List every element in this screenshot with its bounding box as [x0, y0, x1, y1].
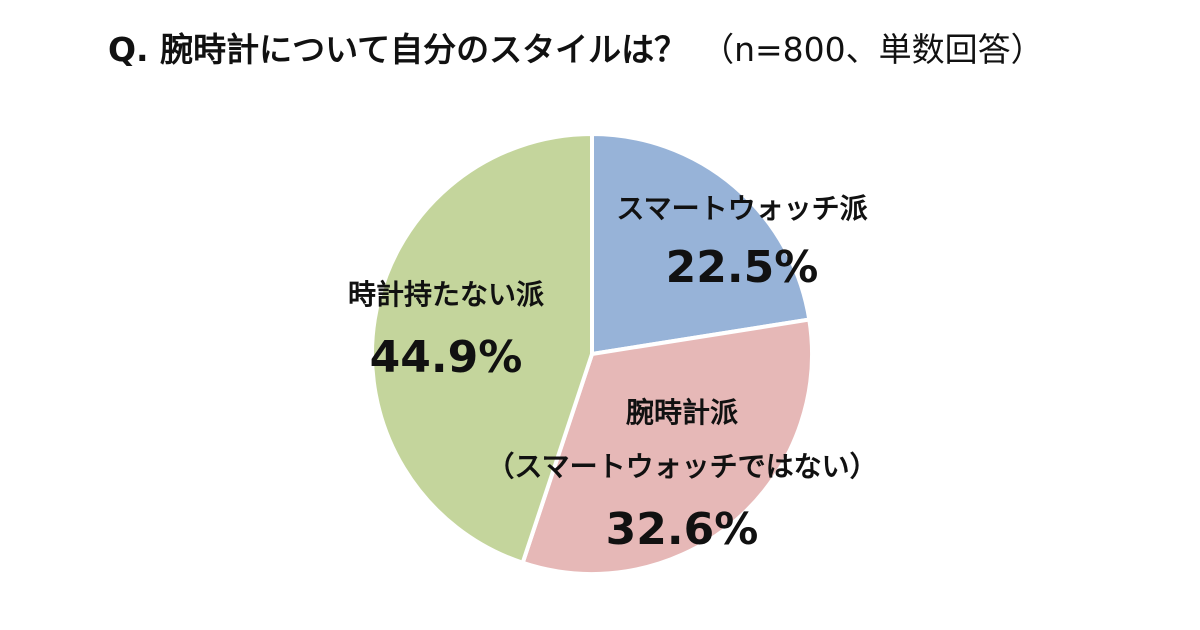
slice-label-wristwatch: 腕時計派 — [626, 396, 738, 429]
pie-slice-smartwatch — [590, 131, 812, 357]
pie-slice-none — [370, 131, 594, 566]
slice-label-smartwatch: スマートウォッチ派 — [616, 192, 867, 225]
pie-labels: スマートウォッチ派 22.5% 腕時計派 （スマートウォッチではない） 32.6% 時計持… — [348, 192, 878, 555]
chart-title: Q. 腕時計について自分のスタイルは？ （n=800、単数回答） — [108, 28, 1108, 72]
pie-slice-wristwatch — [520, 317, 814, 576]
slice-sub-label: （スマートウォッチではない） — [486, 450, 877, 483]
chart-question: Q. 腕時計について自分のスタイルは？ — [108, 30, 688, 69]
slice-value-wristwatch: 32.6% — [606, 504, 759, 555]
chart-sample-note: （n=800、単数回答） — [701, 30, 1044, 69]
slice-label-none: 時計持たない派 — [348, 278, 544, 311]
pie-slices — [370, 131, 814, 576]
slice-value-none: 44.9% — [370, 332, 523, 383]
slice-value-smartwatch: 22.5% — [666, 242, 819, 293]
